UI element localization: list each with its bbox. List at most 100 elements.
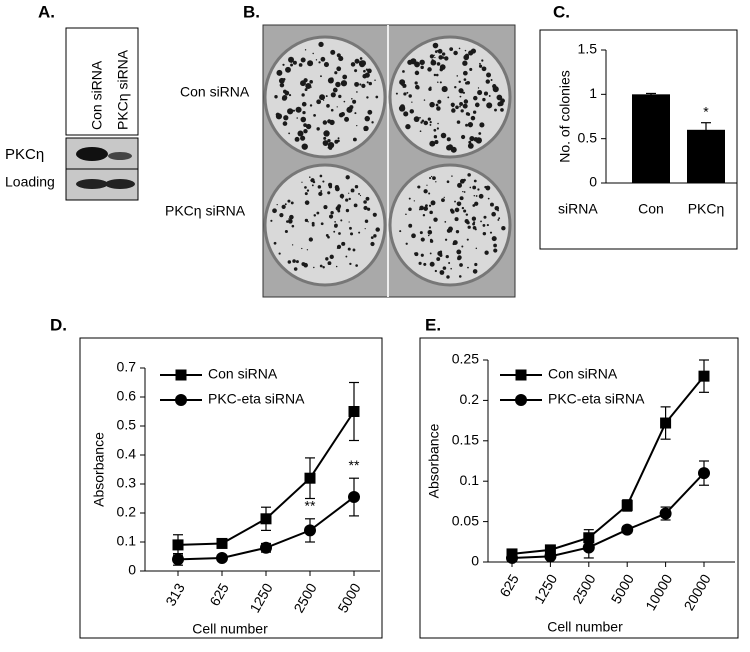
colony bbox=[436, 257, 441, 262]
colony bbox=[364, 72, 370, 78]
colony bbox=[304, 218, 309, 223]
colony bbox=[307, 221, 309, 223]
colony bbox=[427, 67, 432, 72]
colony bbox=[414, 84, 420, 90]
marker bbox=[659, 507, 672, 520]
colony bbox=[301, 247, 303, 250]
x-axis-label: siRNA bbox=[558, 201, 598, 217]
colony bbox=[320, 190, 323, 192]
colony bbox=[457, 256, 461, 261]
colony bbox=[334, 220, 336, 223]
colony bbox=[488, 95, 491, 97]
colony bbox=[319, 264, 323, 268]
colony bbox=[319, 174, 323, 178]
colony bbox=[303, 128, 308, 134]
colony bbox=[423, 206, 428, 211]
colony bbox=[417, 185, 421, 189]
colony bbox=[366, 96, 369, 99]
colony bbox=[295, 260, 299, 264]
colony bbox=[322, 140, 329, 146]
colony bbox=[485, 79, 490, 84]
colony bbox=[365, 196, 370, 201]
colony bbox=[282, 63, 285, 66]
colony bbox=[473, 195, 476, 197]
colony bbox=[446, 228, 452, 233]
colony bbox=[305, 123, 312, 130]
colony bbox=[363, 200, 367, 204]
colony bbox=[364, 219, 369, 223]
colony bbox=[497, 218, 500, 221]
colony bbox=[359, 57, 363, 60]
x-axis-label: Cell number bbox=[547, 619, 623, 635]
colony bbox=[341, 82, 345, 85]
colony bbox=[421, 119, 425, 123]
colony bbox=[419, 116, 421, 119]
marker bbox=[172, 553, 184, 566]
colony bbox=[420, 237, 425, 242]
colony bbox=[467, 143, 474, 149]
colony bbox=[323, 136, 327, 140]
colony bbox=[430, 200, 436, 206]
x-axis-label: Cell number bbox=[192, 621, 268, 637]
y-tick-label: 0.5 bbox=[578, 129, 598, 145]
colony bbox=[484, 250, 489, 255]
marker bbox=[621, 499, 633, 511]
colony bbox=[456, 249, 462, 255]
colony bbox=[427, 234, 430, 237]
colony bbox=[330, 92, 336, 98]
colony bbox=[461, 245, 464, 248]
colony bbox=[434, 269, 437, 273]
colony bbox=[323, 205, 328, 210]
colony bbox=[473, 95, 478, 101]
colony bbox=[486, 72, 492, 78]
colony bbox=[292, 60, 297, 65]
row-label: PKCη siRNA bbox=[165, 203, 246, 219]
colony bbox=[493, 248, 498, 253]
colony bbox=[462, 60, 468, 66]
colony bbox=[402, 70, 405, 73]
colony bbox=[458, 275, 462, 278]
colony bbox=[363, 69, 366, 73]
colony bbox=[430, 175, 433, 178]
colony bbox=[429, 252, 432, 255]
colony bbox=[434, 56, 436, 59]
colony bbox=[431, 59, 434, 62]
colony bbox=[318, 41, 324, 48]
colony bbox=[356, 124, 358, 127]
colony bbox=[477, 188, 480, 191]
colony bbox=[279, 213, 284, 218]
colony bbox=[405, 213, 407, 216]
colony bbox=[306, 249, 309, 251]
colony bbox=[282, 121, 288, 126]
colony bbox=[481, 59, 484, 62]
colony bbox=[446, 137, 451, 142]
colony bbox=[312, 52, 314, 55]
colony bbox=[291, 224, 295, 228]
colony bbox=[441, 52, 446, 56]
colony bbox=[475, 137, 482, 144]
colony bbox=[450, 267, 452, 270]
bar bbox=[632, 94, 670, 183]
colony bbox=[297, 130, 304, 137]
legend-marker bbox=[175, 369, 187, 381]
band bbox=[76, 179, 108, 189]
colony bbox=[441, 198, 445, 203]
marker bbox=[698, 467, 710, 480]
colony bbox=[469, 135, 475, 142]
colony bbox=[485, 185, 491, 191]
marker bbox=[304, 472, 316, 484]
colony bbox=[454, 200, 456, 203]
colony bbox=[349, 262, 352, 266]
colony bbox=[330, 211, 334, 215]
colony bbox=[308, 237, 313, 242]
colony bbox=[435, 73, 439, 77]
marker bbox=[660, 417, 672, 429]
colony bbox=[304, 186, 307, 189]
colony bbox=[418, 208, 421, 211]
x-tick-label: 2500 bbox=[290, 580, 320, 615]
y-tick-label: 0.2 bbox=[117, 504, 137, 520]
colony bbox=[345, 208, 350, 213]
colony bbox=[292, 259, 296, 263]
y-tick-label: 0.05 bbox=[452, 512, 479, 528]
